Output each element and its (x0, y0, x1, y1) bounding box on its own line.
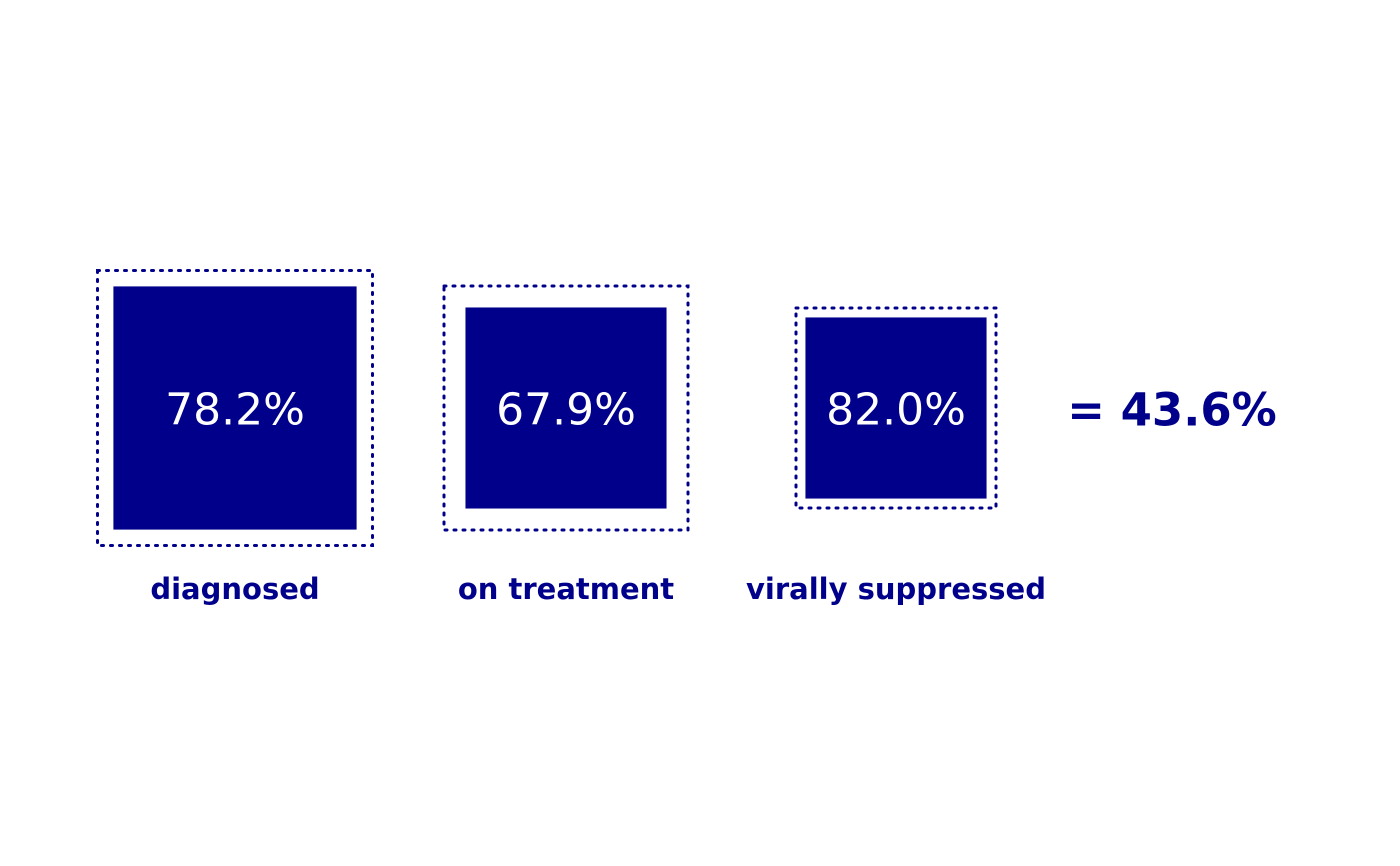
stage-fill-diagnosed (113, 286, 357, 530)
result-label: = 43.6% (1067, 384, 1277, 437)
stage-value-on-treatment: 67.9% (496, 385, 636, 436)
stage-on-treatment: 67.9% on treatment (442, 284, 690, 606)
stage-outline-on-treatment (442, 284, 690, 532)
stage-label-on-treatment: on treatment (458, 572, 674, 606)
stage-fill-on-treatment (465, 307, 667, 509)
stage-label-diagnosed: diagnosed (150, 572, 319, 606)
stage-label-virally-suppressed: virally suppressed (746, 572, 1046, 606)
stage-value-diagnosed: 78.2% (165, 385, 305, 436)
stage-outline-diagnosed (96, 269, 374, 547)
stage-virally-suppressed: 82.0% virally suppressed (746, 306, 1046, 606)
stage-fill-virally-suppressed (805, 317, 987, 499)
stage-outline-virally-suppressed (794, 306, 998, 510)
stage-diagnosed: 78.2% diagnosed (96, 269, 374, 606)
stage-value-virally-suppressed: 82.0% (826, 385, 966, 436)
